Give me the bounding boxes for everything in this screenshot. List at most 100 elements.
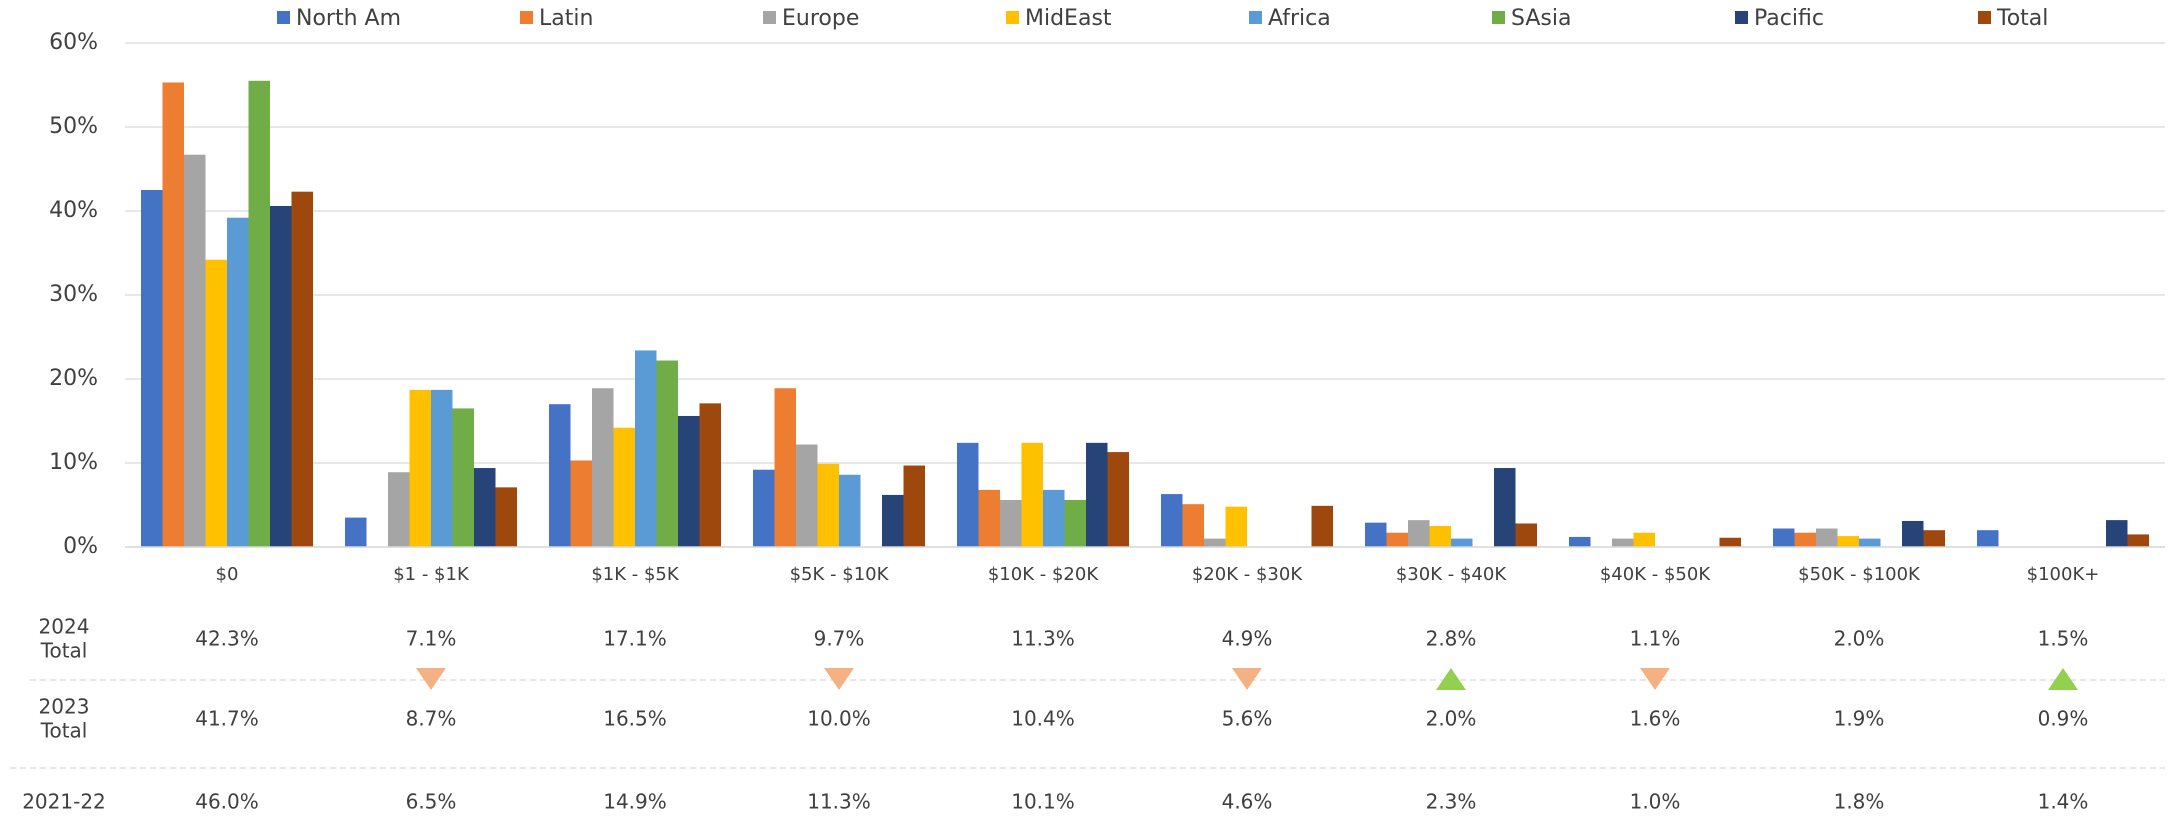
trend-arrow: [1436, 668, 1466, 690]
bar: [1182, 504, 1204, 547]
x-tick-label: $100K+: [2027, 564, 2100, 585]
bar: [1043, 489, 1065, 547]
table-cell: 4.6%: [1222, 790, 1273, 814]
legend-label: SAsia: [1511, 6, 1571, 31]
bar: [452, 408, 474, 547]
y-tick-label: 50%: [49, 114, 98, 139]
y-tick-label: 30%: [49, 282, 98, 307]
bar: [635, 350, 657, 547]
table-cell: 1.4%: [2038, 790, 2089, 814]
bar: [1064, 499, 1086, 547]
table-cell: 1.5%: [2038, 627, 2089, 651]
legend-swatch: [520, 11, 533, 24]
bar: [345, 517, 367, 547]
table-cell: 1.9%: [1834, 707, 1885, 731]
trend-arrow: [2048, 668, 2078, 690]
bar: [1086, 442, 1108, 547]
table-cell: 9.7%: [814, 627, 865, 651]
legend-swatch: [277, 11, 290, 24]
bar: [1365, 522, 1387, 547]
bar: [388, 472, 410, 547]
row-label: 2021-22: [22, 790, 106, 814]
x-tick-label: $50K - $100K: [1798, 564, 1921, 585]
y-tick-label: 20%: [49, 366, 98, 391]
x-tick-label: $1 - $1K: [393, 564, 470, 585]
x-tick-label: $1K - $5K: [591, 564, 680, 585]
table-cell: 17.1%: [603, 627, 667, 651]
bar: [270, 205, 292, 547]
x-tick-label: $10K - $20K: [988, 564, 1099, 585]
bar: [1408, 520, 1430, 547]
legend-swatch: [1249, 11, 1262, 24]
legend-swatch: [763, 11, 776, 24]
table-cell: 1.6%: [1630, 707, 1681, 731]
table-cell: 5.6%: [1222, 707, 1273, 731]
bar: [495, 487, 517, 547]
bar: [1837, 536, 1859, 547]
table-cell: 1.8%: [1834, 790, 1885, 814]
x-tick-label: $40K - $50K: [1600, 564, 1711, 585]
bar: [431, 389, 453, 547]
table-cell: 6.5%: [406, 790, 457, 814]
bar: [1204, 538, 1226, 547]
legend-label: Latin: [539, 6, 593, 31]
y-tick-label: 10%: [49, 450, 98, 475]
table-cell: 46.0%: [195, 790, 259, 814]
table-cell: 42.3%: [195, 627, 259, 651]
bar: [699, 403, 721, 547]
bar: [1000, 499, 1022, 547]
legend-label: Europe: [782, 6, 859, 31]
bar: [592, 388, 614, 547]
legend-label: Africa: [1268, 6, 1331, 31]
trend-arrow: [416, 668, 446, 690]
table-cell: 10.1%: [1011, 790, 1075, 814]
bar: [1977, 530, 1999, 547]
legend-label: MidEast: [1025, 6, 1112, 31]
legend-swatch: [1006, 11, 1019, 24]
bar: [570, 460, 592, 547]
y-tick-label: 60%: [49, 30, 98, 55]
table-cell: 1.0%: [1630, 790, 1681, 814]
table-cell: 2.0%: [1426, 707, 1477, 731]
trend-arrow: [824, 668, 854, 690]
row-label: 2024: [39, 615, 90, 639]
legend-swatch: [1735, 11, 1748, 24]
trend-arrow: [1232, 668, 1262, 690]
table-cell: 11.3%: [807, 790, 871, 814]
row-label: Total: [40, 639, 88, 663]
bar: [1902, 520, 1924, 547]
x-tick-label: $20K - $30K: [1192, 564, 1303, 585]
bar: [549, 404, 571, 547]
bar: [753, 469, 775, 547]
table-cell: 10.0%: [807, 707, 871, 731]
bar: [205, 259, 227, 547]
bar: [227, 217, 249, 547]
table-cell: 2.3%: [1426, 790, 1477, 814]
x-tick-label: $5K - $10K: [790, 564, 890, 585]
table-cell: 14.9%: [603, 790, 667, 814]
bar: [248, 80, 270, 548]
bar: [162, 82, 184, 547]
table-cell: 11.3%: [1011, 627, 1075, 651]
bar: [1923, 530, 1945, 547]
table-cell: 10.4%: [1011, 707, 1075, 731]
bar: [2106, 520, 2128, 547]
bar: [1515, 523, 1537, 547]
table-cell: 0.9%: [2038, 707, 2089, 731]
bar: [1569, 536, 1591, 547]
bar: [1451, 538, 1473, 547]
bar: [839, 474, 861, 547]
table-cell: 4.9%: [1222, 627, 1273, 651]
bar: [613, 427, 635, 547]
bar: [1311, 505, 1333, 547]
bar: [1386, 532, 1408, 547]
bar: [2127, 534, 2149, 547]
bar: [1859, 538, 1881, 547]
table-cell: 8.7%: [406, 707, 457, 731]
bar: [291, 191, 313, 547]
legend-label: Pacific: [1754, 6, 1824, 31]
bar: [796, 444, 818, 547]
bar: [1773, 528, 1795, 547]
bar: [409, 389, 431, 547]
table-cell: 1.1%: [1630, 627, 1681, 651]
